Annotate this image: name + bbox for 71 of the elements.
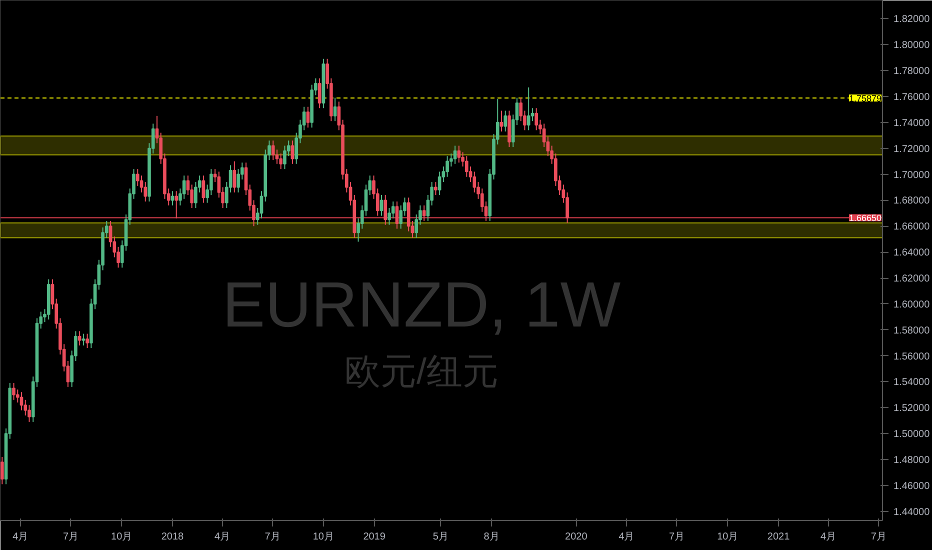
candlestick xyxy=(395,201,399,230)
x-tick-label: 8月 xyxy=(484,532,500,542)
x-tick-label: 4月 xyxy=(820,532,836,542)
y-tick-label: 1.80000 xyxy=(894,40,930,52)
candlestick xyxy=(391,201,395,219)
candlestick xyxy=(500,110,504,132)
x-tick-label: 10月 xyxy=(312,532,334,542)
candlestick xyxy=(140,175,144,193)
y-tick-label: 1.78000 xyxy=(894,66,930,78)
candlestick xyxy=(438,171,442,196)
candlestick xyxy=(422,204,426,222)
y-tick-label: 1.70000 xyxy=(894,170,930,181)
y-tick-label: 1.44000 xyxy=(894,506,930,518)
y-tick-label: 1.82000 xyxy=(894,14,930,26)
y-tick-label: 1.74000 xyxy=(894,118,930,129)
y-tick-label: 1.68000 xyxy=(894,196,930,207)
candlestick xyxy=(271,140,275,160)
candlestick xyxy=(542,123,546,148)
candlestick xyxy=(174,190,178,219)
x-tick-label: 4月 xyxy=(12,532,28,542)
x-tick-label: 7月 xyxy=(264,532,280,542)
candlestick xyxy=(453,145,457,164)
y-tick-label: 1.64000 xyxy=(894,248,930,259)
x-tick-label: 4月 xyxy=(618,532,634,542)
candlestick xyxy=(333,97,337,122)
candlestick xyxy=(82,333,86,346)
candlestick xyxy=(0,456,4,485)
x-tick-label: 10月 xyxy=(111,532,132,542)
candlestick xyxy=(232,160,236,193)
candlestick xyxy=(78,330,82,346)
y-tick-label: 1.58000 xyxy=(894,325,930,336)
y-tick-label: 1.54000 xyxy=(894,377,930,388)
y-tick-label: 1.62000 xyxy=(894,274,930,285)
ref-line-label: 1.75879 xyxy=(848,94,882,104)
x-tick-label: 7月 xyxy=(62,532,79,542)
x-tick-label: 2019 xyxy=(363,532,386,542)
x-tick-label: 7月 xyxy=(870,532,886,542)
y-tick-label: 1.48000 xyxy=(894,455,930,466)
candlestick xyxy=(384,194,388,226)
y-tick-label: 1.72000 xyxy=(894,144,930,155)
candlestick xyxy=(20,392,24,411)
y-tick-label: 1.46000 xyxy=(894,480,930,492)
candlestick xyxy=(202,175,206,204)
candlestick xyxy=(530,108,534,122)
y-tick-label: 1.60000 xyxy=(894,299,930,310)
candlestick xyxy=(504,110,508,132)
candlestick xyxy=(434,182,438,196)
x-tick-label: 2018 xyxy=(161,532,184,542)
candlestick xyxy=(12,382,16,400)
ref-line-label: 1.66650 xyxy=(848,213,882,224)
candlestick xyxy=(457,145,461,164)
x-tick-label: 2021 xyxy=(767,532,790,542)
candlestick xyxy=(318,78,322,109)
x-tick-label: 2020 xyxy=(565,532,588,542)
candlestick xyxy=(279,153,283,170)
x-tick-label: 5月 xyxy=(432,532,448,542)
candlestick xyxy=(306,106,310,128)
candlestick xyxy=(526,86,530,131)
y-tick-label: 1.52000 xyxy=(894,403,930,414)
candlestick xyxy=(380,194,384,216)
candlestick xyxy=(290,140,294,164)
x-tick-label: 4月 xyxy=(214,532,230,542)
y-tick-label: 1.50000 xyxy=(894,429,930,440)
x-tick-label: 10月 xyxy=(717,532,738,542)
candlestick xyxy=(86,333,89,349)
x-tick-label: 7月 xyxy=(669,532,685,542)
y-tick-label: 1.56000 xyxy=(894,351,930,362)
candlestick xyxy=(534,108,538,131)
y-tick-label: 1.76000 xyxy=(894,92,930,103)
candlestick xyxy=(182,175,186,200)
y-tick-label: 1.66000 xyxy=(894,222,930,233)
